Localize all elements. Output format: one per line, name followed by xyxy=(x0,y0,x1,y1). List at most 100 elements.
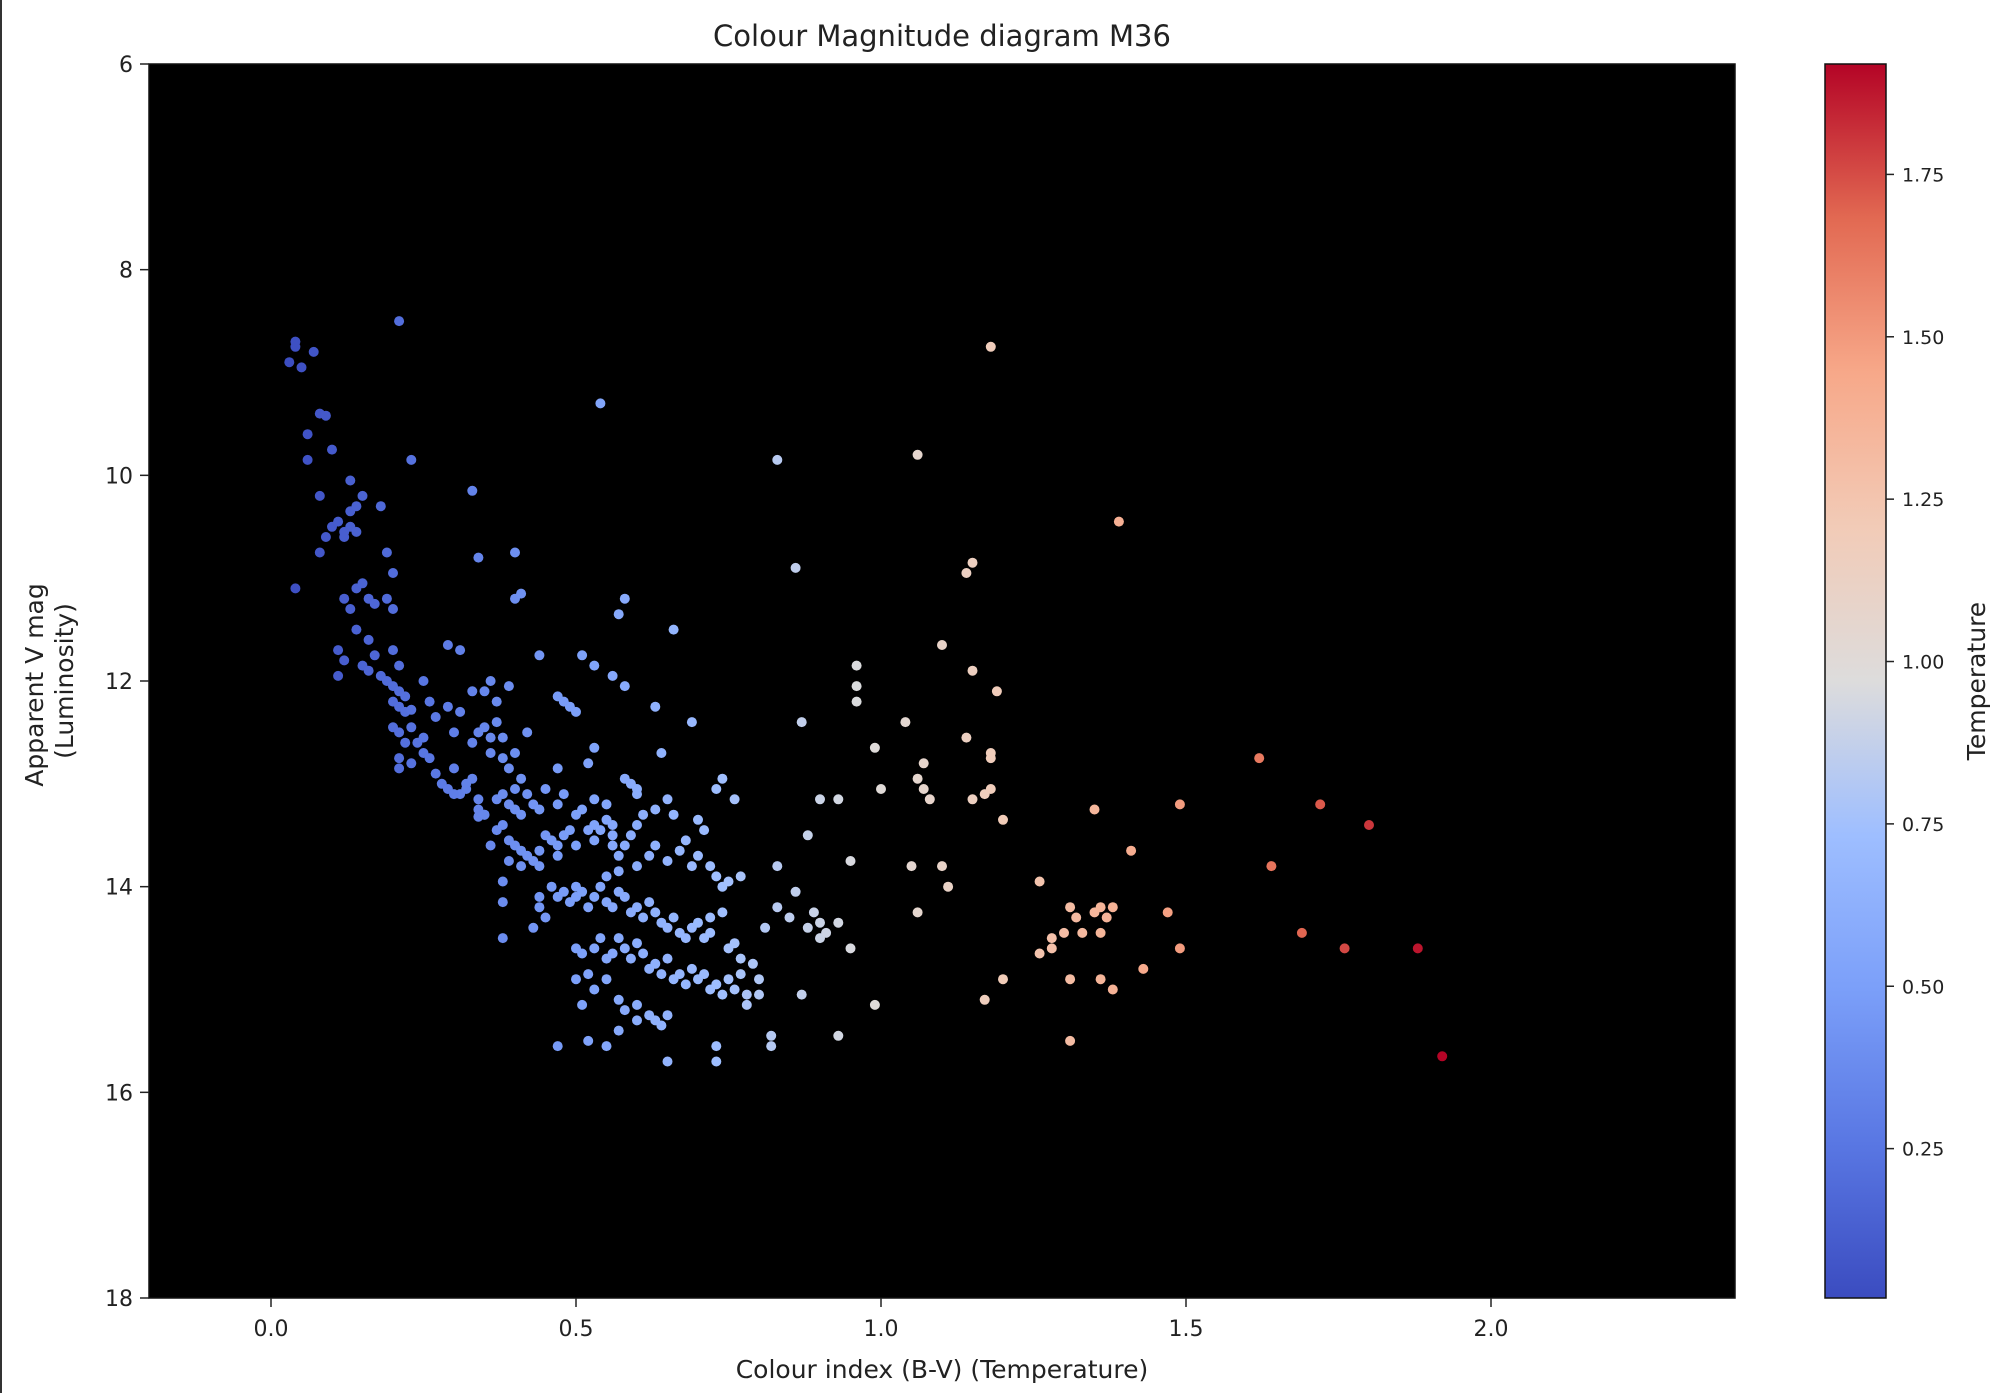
data-point xyxy=(998,974,1008,985)
data-point xyxy=(516,773,527,784)
data-point xyxy=(625,830,636,841)
data-point xyxy=(906,861,917,872)
data-point xyxy=(418,676,429,686)
data-point xyxy=(772,861,783,872)
data-point xyxy=(497,897,508,908)
data-point xyxy=(619,891,630,902)
data-point xyxy=(650,701,661,712)
colorbar-tick-label: 0.50 xyxy=(1902,976,1944,998)
data-point xyxy=(388,604,398,614)
y-axis-label: Apparent V mag (Luminosity) xyxy=(20,575,79,786)
data-point xyxy=(790,886,801,897)
data-point xyxy=(351,624,362,635)
data-point xyxy=(351,501,362,512)
data-point xyxy=(290,583,301,594)
x-tick-label: 1.5 xyxy=(1169,1317,1204,1342)
data-point xyxy=(796,717,807,728)
data-point xyxy=(705,861,716,872)
data-point xyxy=(1065,974,1076,985)
data-point xyxy=(674,845,685,856)
data-point xyxy=(717,907,728,918)
data-point xyxy=(406,454,417,465)
data-point xyxy=(699,825,710,836)
data-point xyxy=(424,696,435,707)
data-point xyxy=(668,624,679,635)
data-point xyxy=(577,650,588,661)
data-point xyxy=(479,722,490,733)
data-point xyxy=(339,655,350,666)
left-border xyxy=(0,0,2,1393)
data-point xyxy=(991,686,1002,697)
data-point xyxy=(589,660,600,671)
data-point xyxy=(869,999,880,1010)
data-point xyxy=(607,830,618,841)
data-point xyxy=(406,704,417,715)
data-point xyxy=(760,922,771,933)
data-point xyxy=(711,784,722,794)
data-point xyxy=(375,501,386,512)
x-axis-label: Colour index (B-V) (Temperature) xyxy=(736,1355,1149,1384)
data-point xyxy=(967,557,978,568)
data-point xyxy=(619,840,630,851)
data-point xyxy=(449,789,459,800)
data-point xyxy=(577,804,588,815)
data-point xyxy=(1339,943,1350,954)
data-point xyxy=(613,994,624,1005)
data-point xyxy=(784,912,795,923)
colorbar-tick-label: 0.25 xyxy=(1902,1139,1944,1161)
data-point xyxy=(510,748,520,758)
data-point xyxy=(491,717,502,728)
data-point xyxy=(589,794,600,805)
data-point xyxy=(552,799,563,810)
data-point xyxy=(546,881,557,892)
data-point xyxy=(449,727,459,738)
data-point xyxy=(577,886,588,897)
data-point xyxy=(1364,820,1374,830)
y-tick-label: 10 xyxy=(105,464,133,489)
data-point xyxy=(693,917,703,928)
data-point xyxy=(662,1010,673,1021)
data-point xyxy=(1059,927,1069,938)
data-point xyxy=(662,953,673,964)
data-point xyxy=(1174,799,1185,810)
data-point xyxy=(833,1030,844,1041)
data-point xyxy=(754,989,764,1000)
data-point xyxy=(680,933,691,944)
data-point xyxy=(308,346,319,357)
data-point xyxy=(729,984,740,995)
x-tick-label: 0.5 xyxy=(559,1317,594,1342)
data-point xyxy=(534,891,545,902)
colorbar-ticks: 0.25 0.50 0.75 1.00 1.25 1.50 1.75 xyxy=(1886,164,1944,1161)
data-point xyxy=(589,742,600,753)
data-point xyxy=(314,490,325,501)
data-point xyxy=(510,547,520,558)
data-point xyxy=(314,547,325,558)
data-point xyxy=(845,856,856,866)
data-point xyxy=(363,634,374,645)
data-point xyxy=(400,691,411,702)
data-point xyxy=(607,948,618,959)
data-point xyxy=(650,907,661,918)
data-point xyxy=(497,876,508,887)
data-point xyxy=(485,840,496,851)
data-point xyxy=(656,1020,667,1031)
data-point xyxy=(1254,753,1265,764)
data-point xyxy=(1266,861,1277,872)
data-point xyxy=(815,917,825,928)
data-point xyxy=(632,999,642,1010)
data-point xyxy=(735,953,746,964)
colorbar-tick-label: 1.50 xyxy=(1902,327,1944,349)
data-point xyxy=(1065,1035,1076,1046)
data-point xyxy=(912,773,923,784)
data-point xyxy=(985,341,996,352)
x-tick-label: 0.0 xyxy=(254,1317,289,1342)
data-point xyxy=(473,794,484,805)
y-axis-label-line-2: (Luminosity) xyxy=(50,603,79,759)
data-point xyxy=(876,784,886,794)
data-point xyxy=(1095,927,1106,938)
data-point xyxy=(485,732,496,743)
y-tick-label: 16 xyxy=(105,1081,133,1106)
data-point xyxy=(589,835,600,846)
data-point xyxy=(522,789,533,800)
data-point xyxy=(1412,943,1423,954)
